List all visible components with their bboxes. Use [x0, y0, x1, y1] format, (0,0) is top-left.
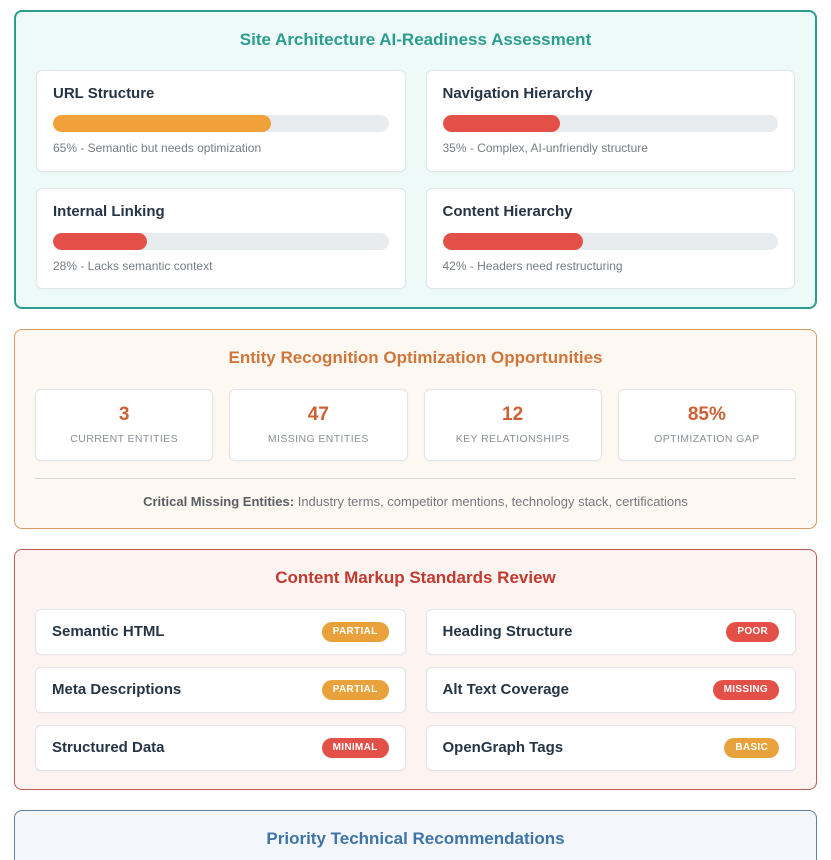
- assessment-status-text: 28% - Lacks semantic context: [53, 258, 213, 273]
- critical-entities-text: Industry terms, competitor mentions, tec…: [297, 493, 688, 509]
- assessment-metric-label: Navigation Hierarchy: [442, 85, 593, 103]
- markup-standard-label: Meta Descriptions: [52, 680, 182, 698]
- progress-bar-fill: [442, 232, 584, 250]
- status-badge: MINIMAL: [321, 737, 389, 758]
- progress-bar-fill: [53, 232, 147, 250]
- section-content-markup: Content Markup Standards Review Semantic…: [14, 549, 817, 790]
- markup-standard-item: Heading Structure POOR: [425, 608, 796, 655]
- stat-card: 85% OPTIMIZATION GAP: [617, 388, 796, 461]
- markup-standard-item: Structured Data MINIMAL: [35, 724, 406, 771]
- assessment-metric-label: URL Structure: [53, 85, 155, 103]
- entity-stats-row: 3 CURRENT ENTITIES 47 MISSING ENTITIES 1…: [35, 388, 796, 461]
- critical-entities-label: Critical Missing Entities:: [143, 493, 295, 509]
- status-badge: PARTIAL: [321, 621, 389, 642]
- markup-standard-item: Meta Descriptions PARTIAL: [35, 666, 406, 713]
- status-badge: MISSING: [712, 679, 779, 700]
- progress-bar-track: [53, 232, 389, 250]
- divider: [35, 477, 796, 479]
- status-badge: PARTIAL: [321, 679, 389, 700]
- progress-bar-track: [442, 232, 778, 250]
- assessment-card: Content Hierarchy 42% - Headers need res…: [425, 187, 795, 290]
- section-title-content-markup: Content Markup Standards Review: [275, 568, 556, 588]
- assessment-card: Internal Linking 28% - Lacks semantic co…: [36, 187, 406, 290]
- stat-label: OPTIMIZATION GAP: [654, 433, 760, 446]
- section-title-entity-recognition: Entity Recognition Optimization Opportun…: [228, 348, 603, 368]
- markup-standard-label: Alt Text Coverage: [442, 680, 569, 698]
- stat-card: 12 KEY RELATIONSHIPS: [423, 388, 602, 461]
- assessment-status-text: 65% - Semantic but needs optimization: [53, 141, 262, 156]
- stat-value: 47: [307, 403, 329, 425]
- progress-bar-track: [442, 115, 778, 133]
- assessment-card: URL Structure 65% - Semantic but needs o…: [36, 70, 406, 172]
- markup-standard-item: OpenGraph Tags BASIC: [425, 724, 796, 771]
- progress-bar-fill: [442, 115, 560, 133]
- section-entity-recognition: Entity Recognition Optimization Opportun…: [14, 329, 817, 530]
- stat-value: 12: [502, 403, 524, 425]
- architecture-card-grid: URL Structure 65% - Semantic but needs o…: [36, 70, 795, 290]
- markup-standard-label: OpenGraph Tags: [442, 738, 564, 756]
- stat-label: KEY RELATIONSHIPS: [455, 433, 570, 446]
- markup-standard-label: Semantic HTML: [52, 622, 165, 640]
- status-badge: BASIC: [724, 737, 779, 758]
- stat-label: MISSING ENTITIES: [267, 433, 369, 446]
- markup-standard-label: Structured Data: [52, 738, 165, 756]
- assessment-metric-label: Content Hierarchy: [442, 202, 573, 220]
- markup-standard-item: Alt Text Coverage MISSING: [425, 666, 796, 713]
- progress-bar-fill: [53, 115, 272, 133]
- markup-standard-label: Heading Structure: [442, 622, 573, 640]
- stat-label: CURRENT ENTITIES: [70, 433, 178, 446]
- stat-value: 85%: [687, 403, 726, 425]
- critical-entities-note: Critical Missing Entities: Industry term…: [35, 494, 796, 510]
- stat-value: 3: [118, 403, 130, 425]
- stat-card: 3 CURRENT ENTITIES: [35, 388, 214, 461]
- assessment-report-page: Site Architecture AI-Readiness Assessmen…: [14, 10, 817, 860]
- assessment-status-text: 42% - Headers need restructuring: [442, 258, 623, 273]
- status-badge: POOR: [726, 621, 779, 642]
- markup-standard-item: Semantic HTML PARTIAL: [35, 608, 406, 655]
- progress-bar-track: [53, 115, 389, 133]
- assessment-status-text: 35% - Complex, AI-unfriendly structure: [442, 141, 648, 156]
- stat-card: 47 MISSING ENTITIES: [229, 388, 408, 461]
- section-title-priority-recommendations: Priority Technical Recommendations: [266, 828, 565, 848]
- section-title-site-architecture: Site Architecture AI-Readiness Assessmen…: [239, 30, 592, 49]
- assessment-metric-label: Internal Linking: [53, 202, 165, 220]
- section-priority-recommendations: Priority Technical Recommendations: [14, 809, 817, 860]
- section-site-architecture: Site Architecture AI-Readiness Assessmen…: [14, 10, 817, 310]
- markup-card-grid: Semantic HTML PARTIAL Heading Structure …: [35, 608, 796, 771]
- assessment-card: Navigation Hierarchy 35% - Complex, AI-u…: [425, 70, 795, 172]
